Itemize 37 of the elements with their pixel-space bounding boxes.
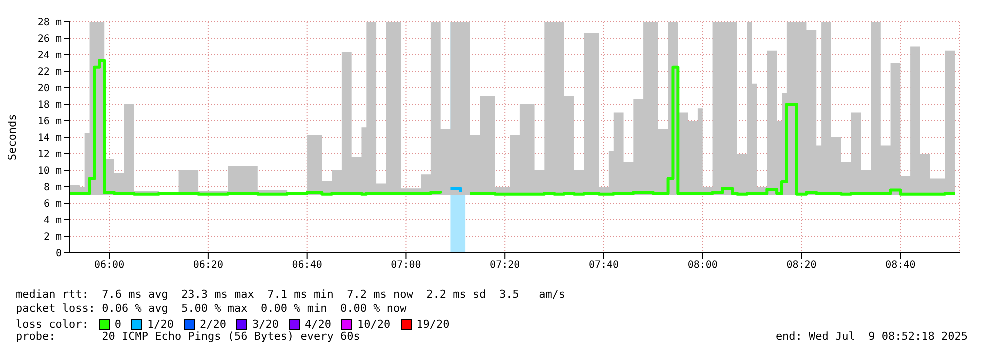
legend-label: 19/20 bbox=[416, 318, 450, 331]
x-tick-label: 07:40 bbox=[588, 260, 620, 272]
y-tick-label: 2 m bbox=[44, 232, 62, 244]
legend-label: 4/20 bbox=[304, 318, 332, 331]
text: packet loss: 0.06 % avg 5.00 % max 0.00 % min 0.00 % now bbox=[16, 302, 408, 316]
x-tick-label: 06:00 bbox=[94, 260, 125, 272]
y-tick-label: 8 m bbox=[44, 182, 62, 194]
x-tick-label: 08:00 bbox=[688, 260, 718, 272]
legend-label: 3/20 bbox=[252, 318, 279, 331]
legend-label: 2/20 bbox=[200, 318, 226, 331]
y-tick-label: 18 m bbox=[38, 100, 62, 112]
y-tick-label: 24 m bbox=[38, 50, 62, 62]
legend-label: 10/20 bbox=[357, 318, 391, 331]
y-tick-label: 20 m bbox=[38, 84, 62, 95]
x-tick-label: 07:00 bbox=[391, 260, 422, 272]
y-tick-label: 16 m bbox=[38, 116, 62, 128]
y-tick-label: 26 m bbox=[38, 34, 62, 46]
y-tick-label: 0 bbox=[56, 248, 62, 260]
legend-title: loss color: bbox=[16, 318, 89, 331]
x-tick-label: 08:20 bbox=[786, 260, 817, 272]
y-tick-label: 12 m bbox=[38, 150, 62, 161]
legend-label: 1/20 bbox=[147, 318, 174, 331]
x-tick-label: 08:40 bbox=[886, 260, 916, 272]
y-axis-title: Seconds bbox=[6, 114, 19, 161]
text: end: Wed Jul 9 08:52:18 2025 bbox=[776, 330, 968, 344]
text: median rtt: 7.6 ms avg 23.3 ms max 7.1 ms min 7.2 ms now 2.2 ms sd 3.5 am/s bbox=[16, 288, 567, 302]
y-tick-label: 22 m bbox=[38, 67, 62, 78]
x-tick-label: 06:20 bbox=[193, 260, 224, 272]
x-tick-label: 07:20 bbox=[490, 260, 520, 272]
y-tick-label: 4 m bbox=[44, 216, 62, 227]
x-tick-label: 06:40 bbox=[292, 260, 322, 272]
legend-label: 0 bbox=[114, 318, 122, 331]
y-tick-label: 10 m bbox=[38, 166, 62, 178]
y-tick-label: 14 m bbox=[38, 133, 62, 144]
y-tick-label: 28 m bbox=[38, 18, 62, 29]
text: probe: 20 ICMP Echo Pings (56 Bytes) every 60s bbox=[16, 330, 360, 343]
y-tick-label: 6 m bbox=[44, 199, 62, 210]
